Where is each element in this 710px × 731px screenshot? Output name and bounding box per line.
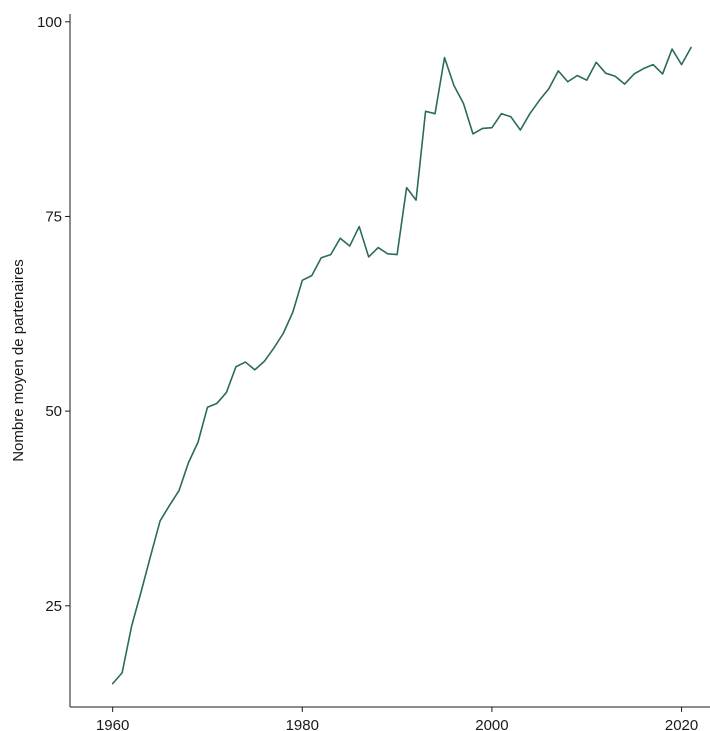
y-tick-label: 50 [45, 403, 62, 420]
y-tick-label: 100 [37, 14, 62, 31]
y-axis-title: Nombre moyen de partenaires [10, 259, 27, 462]
series-group [111, 46, 692, 685]
x-ticks: 1960 1980 2000 2020 [96, 707, 698, 731]
y-tick-label: 75 [45, 208, 62, 225]
axes [69, 14, 710, 708]
x-tick-label: 2000 [475, 717, 508, 731]
x-tick-label: 2020 [665, 717, 698, 731]
x-tick-label: 1980 [286, 717, 319, 731]
series-line [111, 46, 692, 685]
y-tick-label: 25 [45, 598, 62, 615]
x-tick-label: 1960 [96, 717, 129, 731]
y-ticks: 25 50 75 100 [37, 14, 70, 615]
